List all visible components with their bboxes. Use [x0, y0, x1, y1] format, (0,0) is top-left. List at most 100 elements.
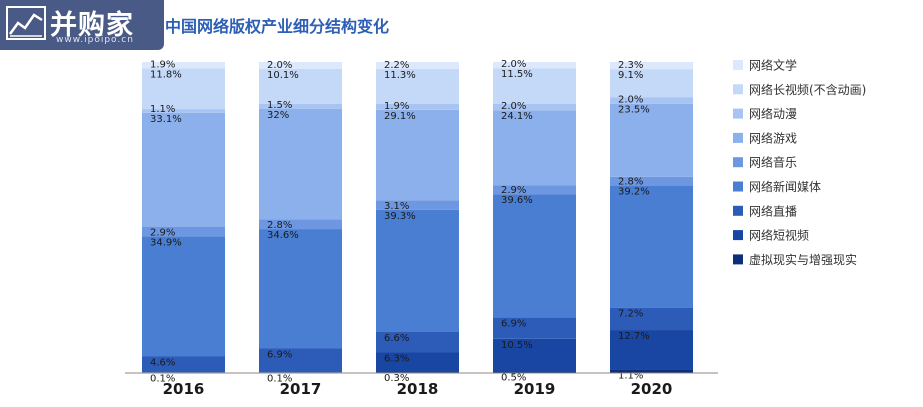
data-label: 10.1% — [267, 70, 299, 81]
data-label: 4.6% — [150, 358, 175, 369]
bar-segment — [493, 371, 576, 373]
bar-segment — [610, 369, 693, 373]
bar-segment — [376, 103, 459, 110]
site-logo: 并购家 www.ipoipo.cn — [0, 0, 164, 50]
data-label: 32% — [267, 110, 289, 121]
data-label: 33.1% — [150, 114, 182, 125]
bar-segment — [610, 176, 693, 186]
legend-label: 网络长视频(不含动画) — [749, 82, 866, 97]
data-label: 2.8% — [618, 177, 643, 188]
data-label: 1.9% — [384, 101, 409, 112]
bar-segment — [376, 62, 459, 69]
data-label: 0.1% — [150, 374, 175, 385]
bar-segment — [376, 352, 459, 373]
data-label: 2.3% — [618, 60, 643, 71]
logo-name: 并购家 — [50, 10, 134, 41]
data-label: 0.3% — [384, 373, 409, 384]
bar-segment — [259, 219, 342, 230]
legend-swatch — [733, 254, 743, 265]
data-label: 6.6% — [384, 333, 409, 344]
data-label: 39.3% — [384, 211, 416, 222]
data-label: 2.8% — [267, 220, 292, 231]
bar-segment — [142, 62, 225, 69]
legend-label: 网络动漫 — [749, 106, 797, 121]
bar-segment — [142, 68, 225, 110]
category-labels-group: 2016 2017 2018 2019 2020 — [163, 380, 673, 398]
data-label: 1.1% — [150, 104, 175, 115]
chart-logo-icon — [6, 6, 46, 40]
data-label: 11.5% — [501, 69, 533, 80]
bar-segment — [259, 103, 342, 109]
bar-segment — [376, 200, 459, 210]
bar-segment — [259, 348, 342, 373]
data-label: 1.1% — [618, 371, 643, 382]
bar-segment — [610, 97, 693, 104]
x-tick-label: 2018 — [397, 380, 439, 398]
bar-segment — [493, 317, 576, 339]
data-label: 6.9% — [501, 318, 526, 329]
legend-label: 网络游戏 — [749, 130, 797, 145]
data-label: 2.0% — [501, 101, 526, 112]
bar-segment — [610, 62, 693, 70]
bar-segment — [142, 356, 225, 373]
bar-segment — [259, 62, 342, 69]
bar-segment — [142, 109, 225, 113]
bar-segment — [142, 226, 225, 237]
bar-segment — [493, 110, 576, 186]
x-tick-label: 2016 — [163, 380, 205, 398]
bars-group — [142, 62, 693, 374]
bar-segment — [493, 68, 576, 104]
data-label: 11.3% — [384, 70, 416, 81]
bar-segment — [610, 69, 693, 98]
bar-segment — [376, 109, 459, 201]
bar-segment — [493, 103, 576, 111]
data-label: 39.2% — [618, 187, 650, 198]
bar-segment — [493, 338, 576, 372]
legend-label: 网络直播 — [749, 203, 797, 218]
data-label: 10.5% — [501, 340, 533, 351]
data-label: 29.1% — [384, 111, 416, 122]
x-tick-label: 2020 — [631, 380, 673, 398]
data-label: 2.9% — [501, 185, 526, 196]
legend-label: 网络音乐 — [749, 155, 797, 170]
legend-label: 网络文学 — [749, 58, 797, 73]
bar-segment — [610, 330, 693, 370]
bar-segment — [259, 229, 342, 349]
legend-label: 网络新闻媒体 — [749, 179, 821, 194]
data-label: 2.9% — [150, 228, 175, 239]
bar-segment — [376, 68, 459, 104]
data-label: 34.6% — [267, 230, 299, 241]
data-label: 2.2% — [384, 60, 409, 71]
bar-segment — [259, 68, 342, 104]
bar-segment — [259, 108, 342, 220]
x-tick-label: 2017 — [280, 380, 322, 398]
data-label: 11.8% — [150, 70, 182, 81]
data-label: 9.1% — [618, 70, 643, 81]
data-label: 6.3% — [384, 353, 409, 364]
legend-swatch — [733, 132, 743, 143]
data-label: 6.9% — [267, 349, 292, 360]
data-label: 0.5% — [501, 372, 526, 383]
legend-swatch — [733, 181, 743, 192]
logo-url: www.ipoipo.cn — [56, 35, 134, 45]
bar-segment — [610, 103, 693, 177]
bar-segment — [376, 331, 459, 353]
legend-swatch — [733, 157, 743, 168]
data-label: 12.7% — [618, 331, 650, 342]
data-label: 3.1% — [384, 201, 409, 212]
legend-label: 虚拟现实与增强现实 — [749, 252, 857, 267]
data-label: 1.5% — [267, 100, 292, 111]
bar-segment — [142, 236, 225, 357]
legend-swatch — [733, 108, 743, 119]
legend-swatch — [733, 84, 743, 95]
bar-segment — [610, 185, 693, 308]
data-label: 2.0% — [267, 60, 292, 71]
data-label: 34.9% — [150, 238, 182, 249]
bar-segment — [142, 112, 225, 227]
data-label: 24.1% — [501, 111, 533, 122]
legend-label: 网络短视频 — [749, 228, 809, 243]
data-label: 7.2% — [618, 309, 643, 320]
legend-swatch — [733, 60, 743, 70]
